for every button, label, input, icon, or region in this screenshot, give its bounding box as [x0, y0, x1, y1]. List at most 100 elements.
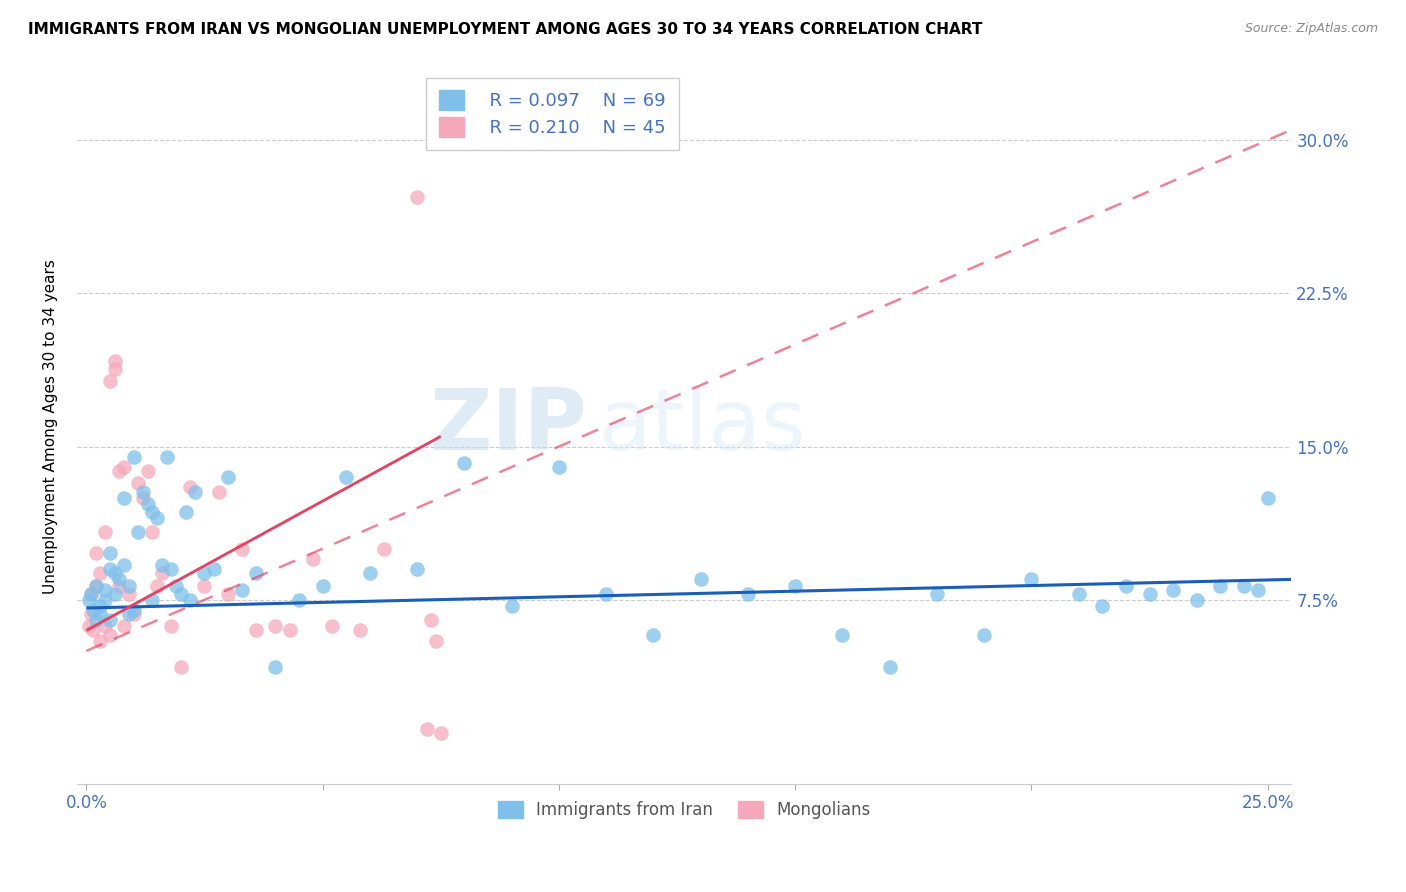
Point: [373, 541, 395, 556]
Point: [643, 627, 665, 641]
Point: [84, 578, 107, 592]
Point: [136, 464, 159, 478]
Point: [453, 456, 475, 470]
Point: [122, 607, 145, 621]
Point: [415, 722, 437, 736]
Point: [132, 491, 155, 505]
Point: [1209, 578, 1232, 592]
Point: [184, 484, 207, 499]
Point: [84, 613, 107, 627]
Point: [118, 607, 141, 621]
Point: [349, 624, 371, 638]
Point: [104, 566, 127, 581]
Point: [311, 578, 333, 592]
Point: [231, 541, 253, 556]
Point: [112, 619, 135, 633]
Point: [1067, 587, 1090, 601]
Point: [94, 619, 117, 633]
Point: [89, 566, 111, 581]
Point: [1115, 578, 1137, 592]
Point: [98, 374, 121, 388]
Point: [127, 525, 149, 540]
Point: [335, 470, 357, 484]
Point: [160, 619, 183, 633]
Point: [264, 660, 287, 674]
Point: [146, 578, 169, 592]
Point: [118, 578, 141, 592]
Point: [245, 624, 267, 638]
Point: [122, 603, 145, 617]
Point: [150, 566, 173, 581]
Point: [156, 450, 179, 464]
Point: [136, 497, 159, 511]
Point: [174, 505, 197, 519]
Point: [89, 633, 111, 648]
Point: [98, 613, 121, 627]
Point: [98, 627, 121, 641]
Point: [80, 607, 103, 621]
Point: [80, 587, 103, 601]
Point: [84, 578, 107, 592]
Point: [278, 624, 301, 638]
Point: [193, 578, 215, 592]
Point: [689, 573, 711, 587]
Point: [170, 660, 193, 674]
Point: [321, 619, 343, 633]
Point: [406, 190, 429, 204]
Point: [302, 552, 325, 566]
Point: [406, 562, 429, 576]
Point: [141, 525, 163, 540]
Point: [1257, 491, 1279, 505]
Point: [89, 599, 111, 613]
Point: [94, 592, 117, 607]
Text: IMMIGRANTS FROM IRAN VS MONGOLIAN UNEMPLOYMENT AMONG AGES 30 TO 34 YEARS CORRELA: IMMIGRANTS FROM IRAN VS MONGOLIAN UNEMPL…: [28, 22, 983, 37]
Point: [118, 587, 141, 601]
Point: [1021, 573, 1043, 587]
Point: [108, 578, 131, 592]
Point: [288, 592, 311, 607]
Point: [425, 633, 447, 648]
Point: [165, 578, 187, 592]
Point: [108, 464, 131, 478]
Point: [202, 562, 225, 576]
Point: [737, 587, 759, 601]
Point: [94, 582, 117, 597]
Point: [112, 491, 135, 505]
Point: [1247, 582, 1270, 597]
Legend: Immigrants from Iran, Mongolians: Immigrants from Iran, Mongolians: [491, 794, 877, 825]
Point: [501, 599, 523, 613]
Point: [359, 566, 381, 581]
Point: [785, 578, 807, 592]
Point: [122, 450, 145, 464]
Point: [179, 592, 201, 607]
Point: [245, 566, 267, 581]
Point: [141, 505, 163, 519]
Point: [104, 353, 127, 368]
Point: [98, 546, 121, 560]
Point: [127, 476, 149, 491]
Point: [179, 480, 201, 494]
Point: [98, 562, 121, 576]
Text: ZIP: ZIP: [429, 384, 586, 467]
Point: [547, 460, 569, 475]
Point: [77, 592, 100, 607]
Point: [1185, 592, 1208, 607]
Point: [595, 587, 617, 601]
Point: [217, 470, 239, 484]
Text: atlas: atlas: [599, 384, 807, 467]
Point: [141, 592, 163, 607]
Point: [973, 627, 995, 641]
Point: [217, 587, 239, 601]
Point: [150, 558, 173, 573]
Point: [429, 725, 451, 739]
Point: [231, 582, 253, 597]
Point: [108, 573, 131, 587]
Point: [925, 587, 948, 601]
Y-axis label: Unemployment Among Ages 30 to 34 years: Unemployment Among Ages 30 to 34 years: [44, 259, 58, 593]
Point: [82, 603, 104, 617]
Point: [170, 587, 193, 601]
Point: [112, 558, 135, 573]
Point: [94, 525, 117, 540]
Point: [146, 511, 169, 525]
Point: [104, 587, 127, 601]
